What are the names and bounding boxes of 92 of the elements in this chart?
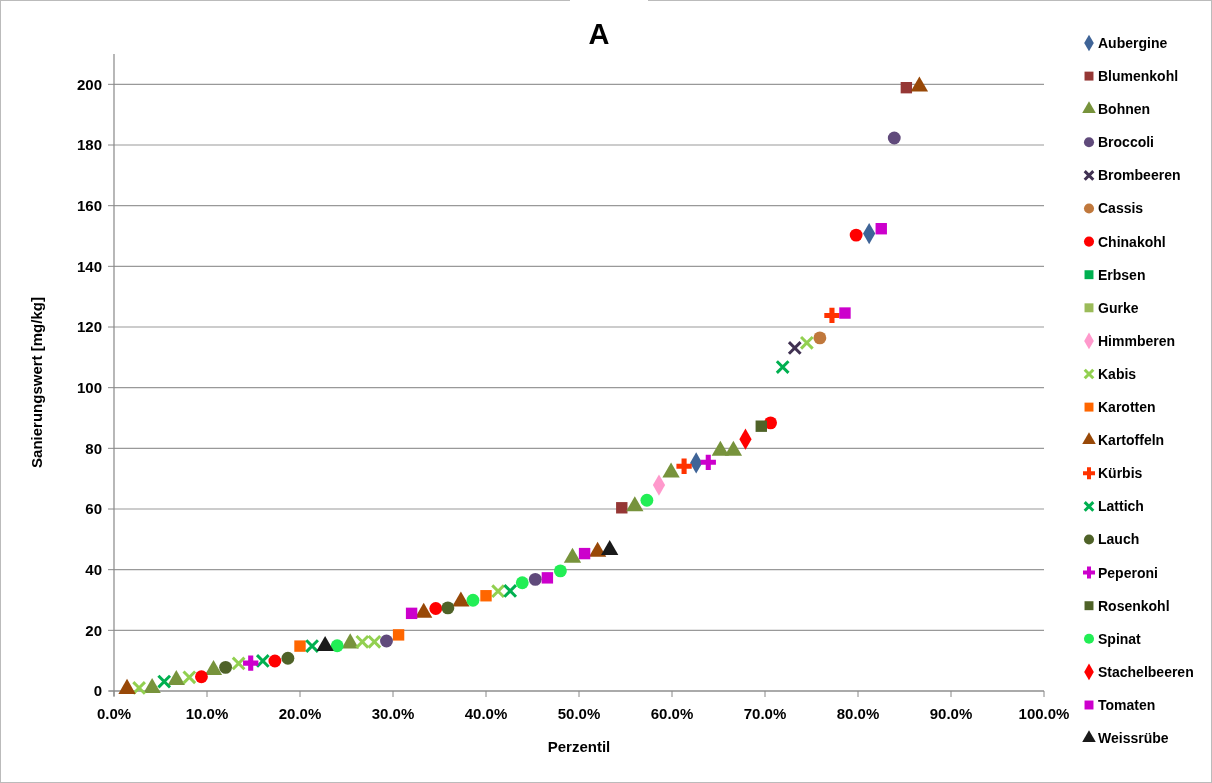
legend-label: Lauch [1098, 531, 1140, 548]
y-tick-label: 200 [76, 75, 102, 93]
legend-label: Rosenkohl [1098, 597, 1170, 614]
y-axis-title: Sanierungswert [mg/kg] [28, 297, 45, 468]
legend-label: Brombeeren [1098, 167, 1181, 184]
y-tick-label: 40 [85, 560, 102, 578]
point [813, 331, 827, 345]
legend-label: Bohnen [1098, 101, 1151, 118]
legend-label: Weissrübe [1098, 730, 1169, 746]
point [502, 583, 518, 599]
legend-label: Lattich [1098, 498, 1144, 515]
point [405, 607, 418, 620]
legend-label: Stachelbeeren [1098, 663, 1194, 680]
point [380, 634, 393, 648]
point [304, 638, 320, 654]
x-tick-label: 30.0% [371, 705, 415, 722]
legend-label: Cassis [1098, 200, 1144, 217]
y-tick-label: 180 [76, 136, 102, 154]
point [131, 680, 147, 696]
point [182, 670, 197, 685]
point [231, 656, 246, 671]
chart-title: A [588, 18, 610, 50]
point [281, 651, 295, 665]
y-tick-label: 140 [76, 257, 102, 275]
point [194, 670, 208, 684]
point [676, 458, 692, 474]
point [316, 636, 334, 652]
point [553, 564, 567, 578]
x-tick-label: 90.0% [929, 705, 973, 722]
y-tick-label: 60 [85, 500, 102, 518]
point [775, 359, 790, 375]
legend-label: Kartoffeln [1098, 432, 1165, 449]
legend-label: Himmberen [1098, 332, 1176, 349]
point [392, 629, 405, 641]
point [755, 420, 767, 432]
point [294, 640, 306, 652]
point [219, 660, 233, 674]
point [330, 639, 344, 653]
y-tick-label: 0 [93, 682, 102, 700]
point [849, 228, 863, 242]
point [887, 131, 901, 145]
x-axis-title: Perzentil [547, 738, 611, 755]
point [441, 601, 455, 615]
x-tick-label: 10.0% [185, 705, 229, 722]
point [429, 602, 443, 615]
point [875, 223, 887, 235]
point [480, 590, 492, 602]
legend-label: Broccoli [1098, 134, 1155, 151]
y-tick-label: 100 [76, 378, 102, 396]
point [268, 654, 282, 668]
point [824, 307, 840, 324]
point [640, 493, 654, 507]
point [156, 674, 172, 689]
point [799, 335, 815, 351]
point [616, 502, 628, 514]
legend-label: Peperoni [1098, 564, 1158, 581]
point [900, 81, 913, 94]
point [839, 307, 851, 319]
legend-label: Kürbis [1098, 465, 1143, 482]
legend-label: Erbsen [1098, 266, 1146, 283]
x-tick-label: 0.0% [96, 705, 132, 722]
point [528, 572, 542, 586]
point [255, 653, 271, 669]
x-tick-label: 40.0% [464, 705, 508, 722]
legend-label: Kabis [1098, 365, 1137, 382]
legend-label: Aubergine [1098, 34, 1168, 51]
point [204, 660, 223, 676]
legend-label: Tomaten [1098, 696, 1156, 713]
point [243, 655, 259, 671]
point [578, 547, 591, 560]
y-tick-label: 120 [76, 318, 102, 336]
point [167, 670, 185, 686]
x-tick-label: 80.0% [836, 705, 880, 722]
point [541, 572, 554, 584]
legend-label: Blumenkohl [1098, 68, 1179, 84]
x-tick-label: 100.0% [1018, 705, 1070, 722]
x-tick-label: 60.0% [650, 705, 694, 722]
x-tick-label: 50.0% [557, 705, 601, 722]
legend-label: Gurke [1098, 299, 1139, 316]
legend-label: Karotten [1098, 399, 1156, 415]
point [700, 454, 716, 470]
point [466, 593, 480, 607]
legend-label: Chinakohl [1098, 233, 1166, 250]
point [787, 340, 803, 356]
x-tick-label: 20.0% [278, 705, 322, 722]
legend-label: Spinat [1098, 630, 1142, 647]
y-tick-label: 20 [85, 621, 102, 639]
y-tick-label: 160 [76, 196, 102, 214]
point [490, 583, 506, 599]
y-tick-label: 80 [85, 439, 102, 457]
point [515, 576, 529, 590]
x-tick-label: 70.0% [743, 705, 787, 722]
